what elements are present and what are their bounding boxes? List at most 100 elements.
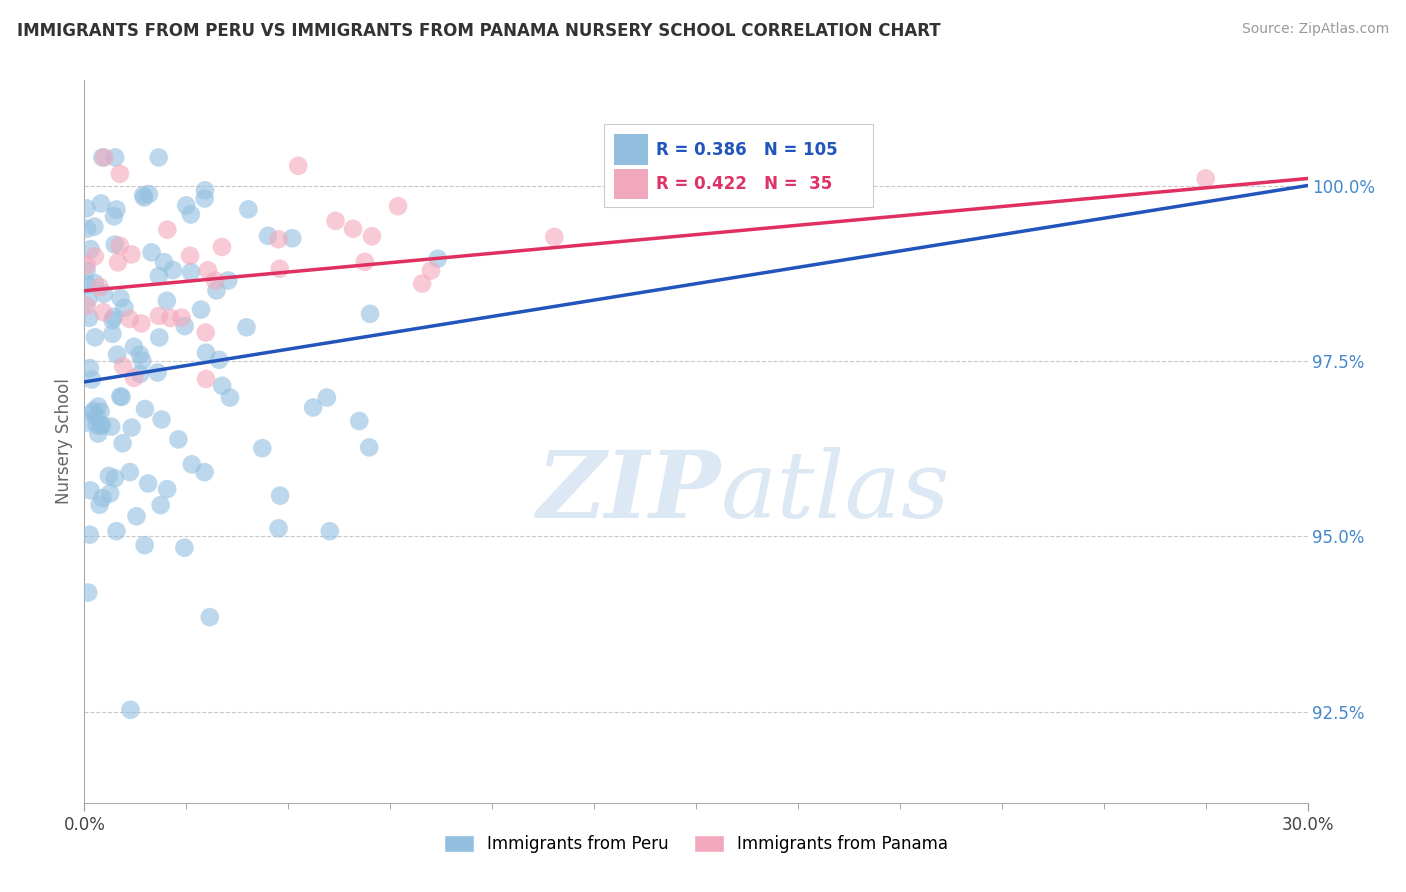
Point: [75, 299, 97, 313]
Point: [110, 291, 132, 305]
Point: [100, 419, 122, 434]
Point: [190, 302, 212, 317]
Point: [93, 151, 115, 165]
Point: [148, 309, 170, 323]
Point: [120, 703, 142, 717]
Point: [103, 310, 125, 324]
Point: [91, 491, 114, 505]
Point: [83, 276, 105, 290]
FancyBboxPatch shape: [605, 124, 873, 207]
Point: [76, 277, 98, 292]
Point: [302, 401, 325, 415]
Point: [269, 489, 291, 503]
Point: [180, 265, 202, 279]
Point: [170, 310, 193, 325]
Point: [97, 469, 120, 483]
Point: [211, 378, 233, 392]
Point: [79, 483, 101, 498]
Point: [174, 198, 197, 212]
Point: [91, 305, 114, 319]
Point: [257, 228, 280, 243]
Point: [387, 199, 409, 213]
Point: [131, 353, 153, 368]
Point: [193, 465, 215, 479]
Point: [180, 207, 202, 221]
Point: [204, 273, 226, 287]
Point: [101, 313, 124, 327]
Point: [110, 389, 132, 403]
Point: [211, 240, 233, 254]
Text: Source: ZipAtlas.com: Source: ZipAtlas.com: [1241, 22, 1389, 37]
Point: [122, 371, 145, 385]
Point: [111, 436, 134, 450]
Point: [103, 210, 125, 224]
Point: [101, 326, 124, 341]
Point: [426, 252, 449, 266]
Point: [150, 412, 173, 426]
Point: [86, 417, 108, 432]
Point: [195, 372, 218, 386]
Point: [347, 414, 370, 428]
Point: [80, 373, 103, 387]
Point: [235, 320, 257, 334]
Point: [205, 284, 228, 298]
Point: [76, 258, 98, 272]
Point: [173, 319, 195, 334]
FancyBboxPatch shape: [614, 135, 648, 165]
Point: [93, 286, 115, 301]
Point: [134, 402, 156, 417]
Point: [118, 465, 141, 479]
Point: [315, 391, 337, 405]
Point: [149, 498, 172, 512]
Point: [75, 202, 97, 216]
Point: [129, 367, 152, 381]
Point: [112, 359, 135, 374]
Point: [342, 222, 364, 236]
Point: [90, 405, 112, 419]
Point: [197, 263, 219, 277]
Text: R = 0.386   N = 105: R = 0.386 N = 105: [655, 141, 837, 159]
Point: [353, 255, 375, 269]
Point: [146, 366, 169, 380]
FancyBboxPatch shape: [614, 169, 648, 200]
Point: [156, 222, 179, 236]
Point: [90, 418, 112, 433]
Point: [128, 348, 150, 362]
Point: [91, 418, 114, 433]
Point: [141, 245, 163, 260]
Point: [156, 482, 179, 496]
Point: [411, 277, 433, 291]
Point: [162, 263, 184, 277]
Point: [287, 159, 309, 173]
Point: [83, 249, 105, 263]
Point: [159, 310, 181, 325]
Point: [148, 268, 170, 283]
Point: [83, 219, 105, 234]
Point: [125, 509, 148, 524]
Point: [153, 255, 176, 269]
Point: [121, 420, 143, 434]
Point: [167, 433, 190, 447]
Point: [208, 352, 231, 367]
Point: [108, 238, 131, 252]
Point: [104, 151, 127, 165]
Text: atlas: atlas: [720, 447, 950, 537]
Point: [319, 524, 342, 539]
Point: [114, 301, 136, 315]
Point: [359, 441, 381, 455]
Point: [267, 521, 290, 535]
Point: [138, 187, 160, 202]
Point: [269, 261, 291, 276]
Point: [180, 458, 202, 472]
Point: [105, 348, 128, 362]
Point: [134, 538, 156, 552]
Point: [77, 310, 100, 325]
Point: [104, 237, 127, 252]
Point: [134, 190, 156, 204]
Point: [77, 585, 100, 599]
Point: [198, 610, 221, 624]
Point: [75, 263, 97, 277]
Point: [122, 340, 145, 354]
Point: [89, 498, 111, 512]
Point: [108, 167, 131, 181]
